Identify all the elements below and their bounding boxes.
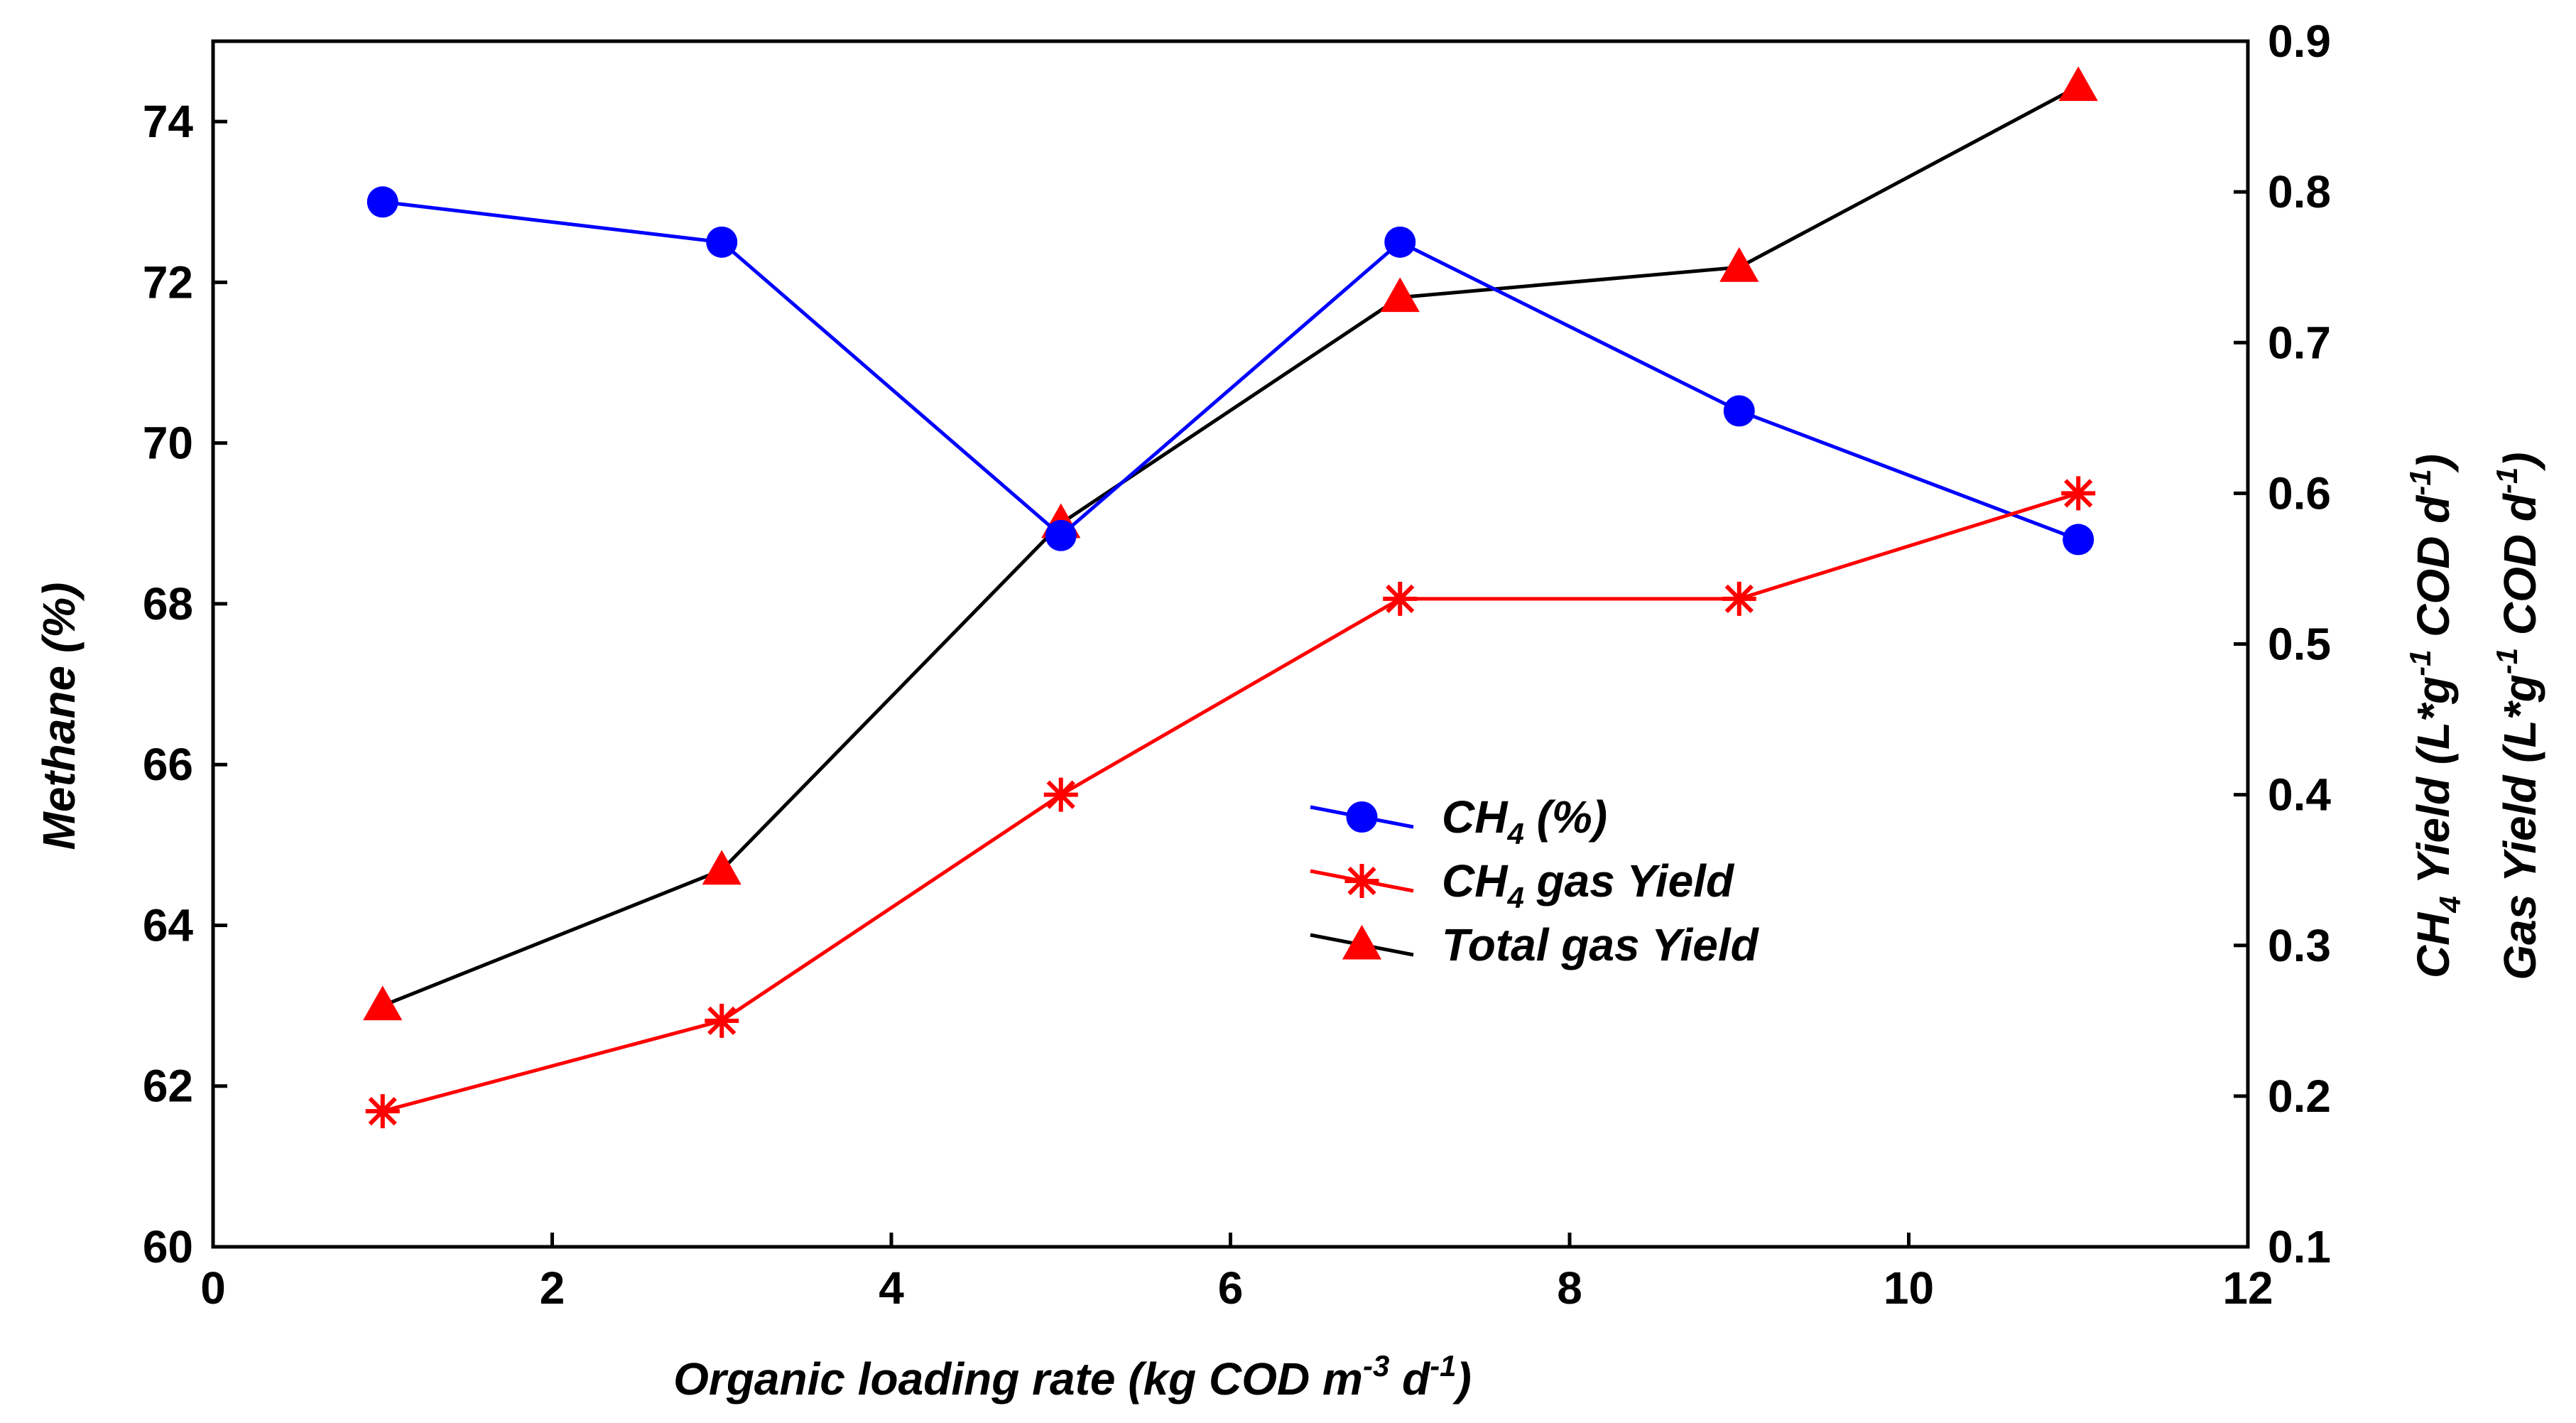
data-point: [706, 226, 738, 258]
left-y-tick-label: 70: [143, 418, 193, 469]
legend-label: Total gas Yield: [1442, 919, 1760, 970]
right-y-tick-label: 0.7: [2268, 317, 2331, 368]
series-line: [382, 491, 2079, 1113]
right-y-tick-label: 0.3: [2268, 920, 2331, 971]
legend-label: CH4 (%): [1442, 791, 1607, 850]
left-y-tick-label: 64: [143, 899, 194, 951]
x-tick-label: 2: [540, 1262, 565, 1314]
data-point: [1384, 226, 1416, 258]
right-y-tick-label: 0.9: [2268, 16, 2331, 67]
left-y-axis-ticks: 60 62 64 66 68 70 72 74: [143, 96, 227, 1272]
data-point: [2063, 524, 2094, 556]
series-total-gas-yield: [363, 66, 2098, 1021]
data-point: [1722, 581, 1756, 616]
legend-entry: CH4 (%): [1310, 791, 1607, 850]
right-y-tick-label: 0.2: [2268, 1071, 2331, 1122]
x-axis-title-main: Organic loading rate (kg COD m: [673, 1353, 1363, 1405]
x-axis-title-mid: d: [1389, 1353, 1431, 1405]
right-y-tick-label: 0.5: [2268, 619, 2331, 670]
right-y-tick-label: 0.8: [2268, 166, 2331, 217]
x-tick-label: 8: [1557, 1262, 1582, 1314]
x-tick-label: 10: [1884, 1262, 1934, 1314]
right-y-axis-ticks: 0.1 0.2 0.3 0.4 0.5 0.6 0.7 0.8 0.9: [2234, 16, 2331, 1272]
left-y-axis-title: Methane (%): [33, 583, 85, 850]
legend-label: CH4 gas Yield: [1442, 855, 1735, 914]
x-tick-label: 0: [200, 1262, 226, 1314]
data-point: [365, 1094, 400, 1129]
left-y-tick-label: 62: [143, 1061, 193, 1112]
data-point: [705, 1003, 739, 1038]
data-point: [1043, 777, 1078, 812]
series-ch4-gas-yield: [365, 476, 2096, 1129]
x-tick-label: 4: [879, 1262, 904, 1314]
series-ch4-: [366, 186, 2094, 556]
data-point: [366, 186, 398, 218]
left-y-tick-label: 74: [143, 96, 194, 147]
data-point: [363, 985, 403, 1021]
legend-swatch-marker: [1344, 864, 1379, 898]
legend-entry: CH4 gas Yield: [1310, 855, 1735, 914]
x-axis-ticks: 0 2 4 6 8 10 12: [200, 1233, 2273, 1314]
left-y-tick-label: 68: [143, 578, 193, 629]
legend-swatch-marker: [1342, 924, 1382, 960]
plot-area-frame: [211, 39, 2250, 1249]
data-point: [702, 850, 741, 885]
data-point: [1045, 519, 1077, 551]
left-y-tick-label: 60: [143, 1221, 193, 1272]
legend-entry: Total gas Yield: [1310, 919, 1760, 970]
right-y-axis-title-gas-yield: Gas Yield (L*g-1 COD d-1): [2490, 452, 2545, 980]
series-layer: [363, 66, 2098, 1129]
data-point: [2058, 66, 2098, 102]
right-y-axis-title-ch4-yield: CH4 Yield (L*g-1 COD d-1): [2403, 454, 2467, 978]
x-tick-label: 12: [2222, 1262, 2273, 1314]
data-point: [1719, 247, 1759, 282]
right-y-tick-label: 0.6: [2268, 467, 2331, 519]
x-tick-label: 6: [1218, 1262, 1244, 1314]
x-axis-title: Organic loading rate (kg COD m-3 d-1): [673, 1349, 1472, 1405]
series-line: [381, 85, 2080, 1007]
series-line: [382, 200, 2080, 541]
right-y-tick-label: 0.4: [2268, 769, 2331, 821]
right-y-tick-label: 0.1: [2268, 1221, 2331, 1272]
plot-frame: [211, 39, 2250, 1249]
x-axis-title-sup1: -3: [1363, 1349, 1389, 1383]
legend-swatch-marker: [1346, 801, 1378, 833]
data-point: [1380, 277, 1420, 313]
left-y-tick-label: 72: [143, 256, 193, 308]
data-point: [2061, 476, 2096, 511]
data-point: [1383, 581, 1418, 616]
x-axis-title-sup2: -1: [1430, 1349, 1456, 1383]
data-point: [1723, 395, 1755, 427]
left-y-tick-label: 66: [143, 739, 193, 790]
